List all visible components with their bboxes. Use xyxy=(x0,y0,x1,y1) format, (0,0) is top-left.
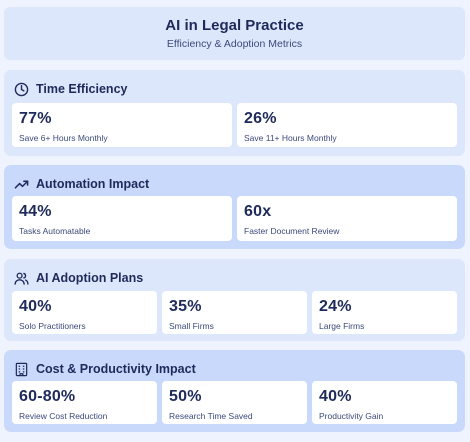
stat-value: 77% xyxy=(19,110,52,127)
section-header: Time Efficiency xyxy=(14,80,127,98)
stat-label: Faster Document Review xyxy=(244,226,340,236)
stat-label: Solo Practitioners xyxy=(19,321,86,331)
stat-card: 60x Faster Document Review xyxy=(237,196,457,241)
stat-value: 24% xyxy=(319,298,352,315)
section-ai-adoption-plans: AI Adoption Plans 40% Solo Practitioners… xyxy=(4,259,465,341)
stat-label: Review Cost Reduction xyxy=(19,411,108,421)
stat-card: 40% Solo Practitioners xyxy=(12,291,157,334)
section-header: Automation Impact xyxy=(14,175,149,193)
stat-label: Tasks Automatable xyxy=(19,226,91,236)
page-header: AI in Legal Practice Efficiency & Adopti… xyxy=(4,7,465,60)
page-title: AI in Legal Practice xyxy=(165,17,304,34)
stat-card: 40% Productivity Gain xyxy=(312,381,457,424)
stat-value: 60-80% xyxy=(19,388,76,405)
stat-card: 77% Save 6+ Hours Monthly xyxy=(12,103,232,147)
trending-up-icon xyxy=(14,177,29,192)
section-header: Cost & Productivity Impact xyxy=(14,360,196,378)
section-time-efficiency: Time Efficiency 77% Save 6+ Hours Monthl… xyxy=(4,70,465,156)
stat-value: 60x xyxy=(244,203,272,220)
stat-card: 60-80% Review Cost Reduction xyxy=(12,381,157,424)
stat-card: 44% Tasks Automatable xyxy=(12,196,232,241)
stat-value: 40% xyxy=(319,388,352,405)
stat-label: Research Time Saved xyxy=(169,411,253,421)
stat-label: Save 6+ Hours Monthly xyxy=(19,133,108,143)
section-title: AI Adoption Plans xyxy=(36,271,144,285)
stat-label: Small Firms xyxy=(169,321,214,331)
stat-card: 24% Large Firms xyxy=(312,291,457,334)
stat-value: 44% xyxy=(19,203,52,220)
users-icon xyxy=(14,271,29,286)
stat-card: 26% Save 11+ Hours Monthly xyxy=(237,103,457,147)
stat-card: 35% Small Firms xyxy=(162,291,307,334)
section-cost-productivity-impact: Cost & Productivity Impact 60-80% Review… xyxy=(4,350,465,432)
stat-value: 40% xyxy=(19,298,52,315)
section-automation-impact: Automation Impact 44% Tasks Automatable … xyxy=(4,165,465,249)
stat-value: 35% xyxy=(169,298,202,315)
section-title: Time Efficiency xyxy=(36,82,128,96)
page-subtitle: Efficiency & Adoption Metrics xyxy=(166,38,303,50)
building-icon xyxy=(14,362,29,377)
section-title: Automation Impact xyxy=(36,177,150,191)
stat-card: 50% Research Time Saved xyxy=(162,381,307,424)
stat-value: 50% xyxy=(169,388,202,405)
stat-label: Large Firms xyxy=(319,321,365,331)
section-header: AI Adoption Plans xyxy=(14,269,143,287)
stat-value: 26% xyxy=(244,110,277,127)
stat-label: Productivity Gain xyxy=(319,411,384,421)
stat-label: Save 11+ Hours Monthly xyxy=(244,133,337,143)
section-title: Cost & Productivity Impact xyxy=(36,362,196,376)
clock-icon xyxy=(14,82,29,97)
